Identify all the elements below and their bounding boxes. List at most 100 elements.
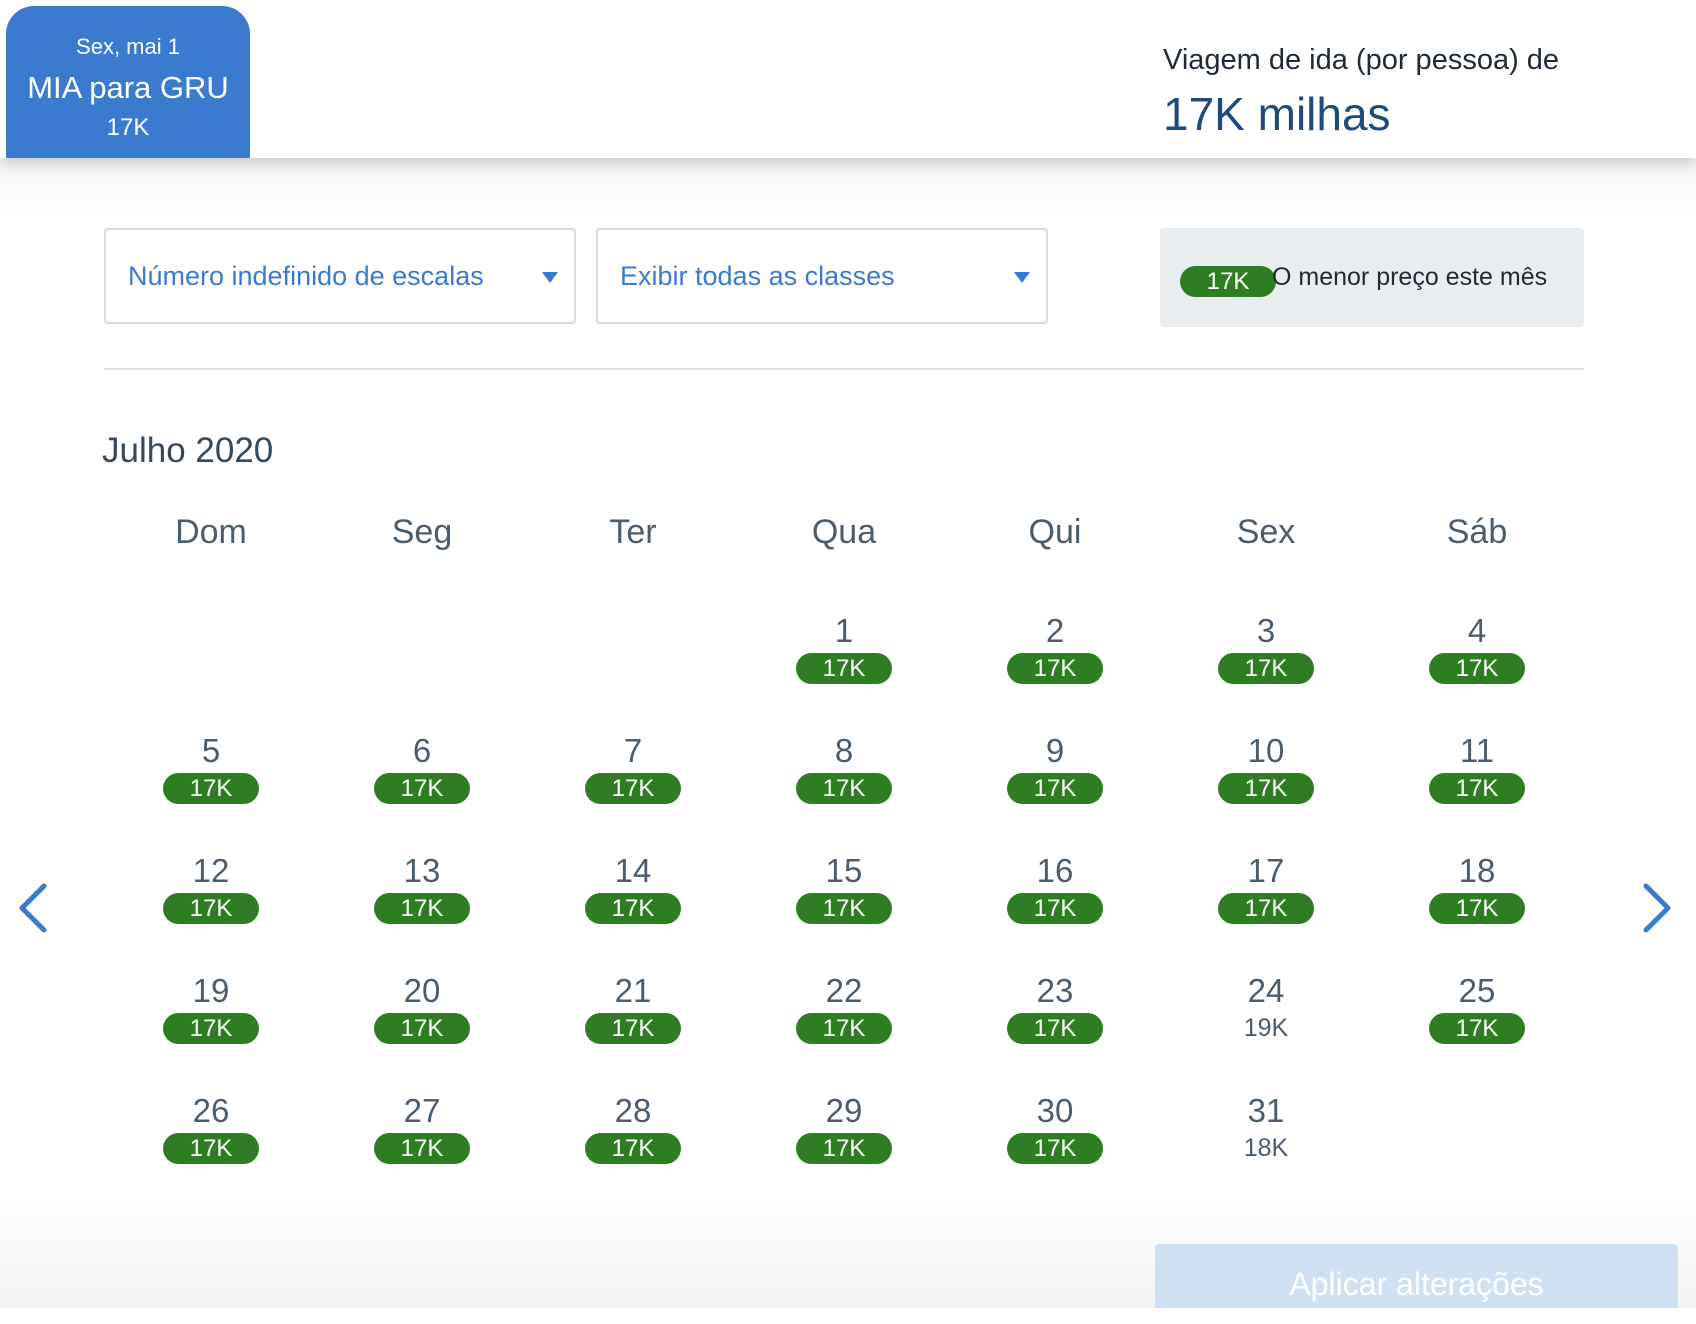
- lowest-price-pill: 17K: [1007, 653, 1103, 684]
- day-number: 26: [192, 1092, 230, 1129]
- weekday-label: Dom: [175, 513, 247, 551]
- lowest-price-pill: 17K: [1007, 773, 1103, 804]
- day-number: 17: [1247, 852, 1285, 889]
- results-header: Sex, mai 1 MIA para GRU 17K Viagem de id…: [0, 0, 1696, 158]
- day-number: 12: [192, 852, 230, 889]
- calendar-day[interactable]: 21 17K: [553, 972, 713, 1072]
- class-select-value: Exibir todas as classes: [620, 261, 895, 291]
- day-price: 19K: [1243, 1014, 1289, 1042]
- lowest-price-pill: 17K: [796, 653, 892, 684]
- stops-select-value: Número indefinido de escalas: [128, 261, 484, 291]
- calendar-day[interactable]: 18 17K: [1397, 852, 1557, 952]
- day-number: 7: [623, 732, 643, 769]
- trip-route: MIA para GRU: [27, 70, 229, 105]
- day-number: 29: [825, 1092, 863, 1129]
- day-number: 3: [1256, 612, 1276, 649]
- calendar-day[interactable]: 19 17K: [131, 972, 291, 1072]
- caret-down-icon: [542, 272, 558, 283]
- day-price: 18K: [1243, 1134, 1289, 1162]
- calendar-day[interactable]: 25 17K: [1397, 972, 1557, 1072]
- lowest-price-pill: 17K: [1429, 1013, 1525, 1044]
- apply-changes-button[interactable]: Aplicar alterações: [1155, 1244, 1678, 1308]
- lowest-price-pill: 17K: [585, 773, 681, 804]
- calendar-day[interactable]: 1 17K: [764, 612, 924, 712]
- divider: [104, 368, 1584, 370]
- calendar-day[interactable]: 20 17K: [342, 972, 502, 1072]
- calendar-day[interactable]: 6 17K: [342, 732, 502, 832]
- calendar-day[interactable]: 28 17K: [553, 1092, 713, 1192]
- lowest-price-pill: 17K: [374, 1133, 470, 1164]
- day-number: 21: [614, 972, 652, 1009]
- lowest-price-pill: 17K: [374, 893, 470, 924]
- day-number: 27: [403, 1092, 441, 1129]
- month-title: Julho 2020: [102, 431, 274, 470]
- lowest-price-pill: 17K: [163, 1133, 259, 1164]
- calendar-day[interactable]: 13 17K: [342, 852, 502, 952]
- calendar-day[interactable]: 23 17K: [975, 972, 1135, 1072]
- day-number: 31: [1247, 1092, 1285, 1129]
- lowest-price-pill: 17K: [585, 893, 681, 924]
- calendar-day[interactable]: 31 18K: [1186, 1092, 1346, 1192]
- lowest-price-pill: 17K: [1007, 1133, 1103, 1164]
- calendar-day[interactable]: 2 17K: [975, 612, 1135, 712]
- day-number: 8: [834, 732, 854, 769]
- day-number: 1: [834, 612, 854, 649]
- day-number: 28: [614, 1092, 652, 1129]
- calendar-panel: [0, 158, 1696, 1308]
- day-number: 18: [1458, 852, 1496, 889]
- lowest-price-pill: 17K: [163, 1013, 259, 1044]
- calendar-day[interactable]: 30 17K: [975, 1092, 1135, 1192]
- lowest-price-pill: 17K: [1429, 653, 1525, 684]
- lowest-price-pill: 17K: [1429, 893, 1525, 924]
- calendar-day[interactable]: 27 17K: [342, 1092, 502, 1192]
- day-number: 6: [412, 732, 432, 769]
- weekday-label: Ter: [609, 513, 657, 551]
- chevron-right-icon[interactable]: [1634, 878, 1680, 938]
- calendar-day[interactable]: 16 17K: [975, 852, 1135, 952]
- calendar-day[interactable]: 11 17K: [1397, 732, 1557, 832]
- weekday-label: Sáb: [1446, 513, 1508, 551]
- day-number: 10: [1247, 732, 1285, 769]
- calendar-day[interactable]: 9 17K: [975, 732, 1135, 832]
- lowest-price-legend: 17K O menor preço este mês: [1160, 228, 1584, 327]
- day-number: 14: [614, 852, 652, 889]
- chevron-left-icon[interactable]: [10, 878, 56, 938]
- lowest-price-pill: 17K: [163, 893, 259, 924]
- weekday-label: Sex: [1236, 513, 1296, 551]
- weekday-label: Seg: [391, 513, 453, 551]
- calendar-day[interactable]: 26 17K: [131, 1092, 291, 1192]
- stops-select[interactable]: Número indefinido de escalas: [104, 228, 576, 324]
- lowest-price-pill: 17K: [585, 1013, 681, 1044]
- calendar-day[interactable]: 12 17K: [131, 852, 291, 952]
- calendar-day[interactable]: 22 17K: [764, 972, 924, 1072]
- trip-tab-mia-gru[interactable]: Sex, mai 1 MIA para GRU 17K: [6, 6, 250, 158]
- day-number: 25: [1458, 972, 1496, 1009]
- calendar-day[interactable]: 10 17K: [1186, 732, 1346, 832]
- class-select[interactable]: Exibir todas as classes: [596, 228, 1048, 324]
- weekday-label: Qua: [811, 513, 877, 551]
- lowest-price-pill: 17K: [374, 1013, 470, 1044]
- calendar-day[interactable]: 7 17K: [553, 732, 713, 832]
- calendar-day[interactable]: 24 19K: [1186, 972, 1346, 1072]
- calendar-day[interactable]: 3 17K: [1186, 612, 1346, 712]
- calendar-day[interactable]: 14 17K: [553, 852, 713, 952]
- day-number: 9: [1045, 732, 1065, 769]
- day-number: 23: [1036, 972, 1074, 1009]
- calendar-day[interactable]: 15 17K: [764, 852, 924, 952]
- lowest-price-pill: 17K: [796, 893, 892, 924]
- day-number: 11: [1459, 732, 1495, 769]
- caret-down-icon: [1014, 272, 1030, 283]
- trip-date: Sex, mai 1: [76, 34, 180, 59]
- calendar-day[interactable]: 29 17K: [764, 1092, 924, 1192]
- lowest-price-pill: 17K: [1007, 1013, 1103, 1044]
- day-number: 20: [403, 972, 441, 1009]
- lowest-price-pill: 17K: [1007, 893, 1103, 924]
- calendar-day[interactable]: 4 17K: [1397, 612, 1557, 712]
- calendar-day[interactable]: 5 17K: [131, 732, 291, 832]
- fare-summary-label: Viagem de ida (por pessoa) de: [1163, 44, 1560, 76]
- day-number: 24: [1247, 972, 1285, 1009]
- calendar-day[interactable]: 17 17K: [1186, 852, 1346, 952]
- day-number: 2: [1045, 612, 1065, 649]
- calendar-day[interactable]: 8 17K: [764, 732, 924, 832]
- fare-summary: Viagem de ida (por pessoa) de 17K milhas: [1163, 44, 1559, 141]
